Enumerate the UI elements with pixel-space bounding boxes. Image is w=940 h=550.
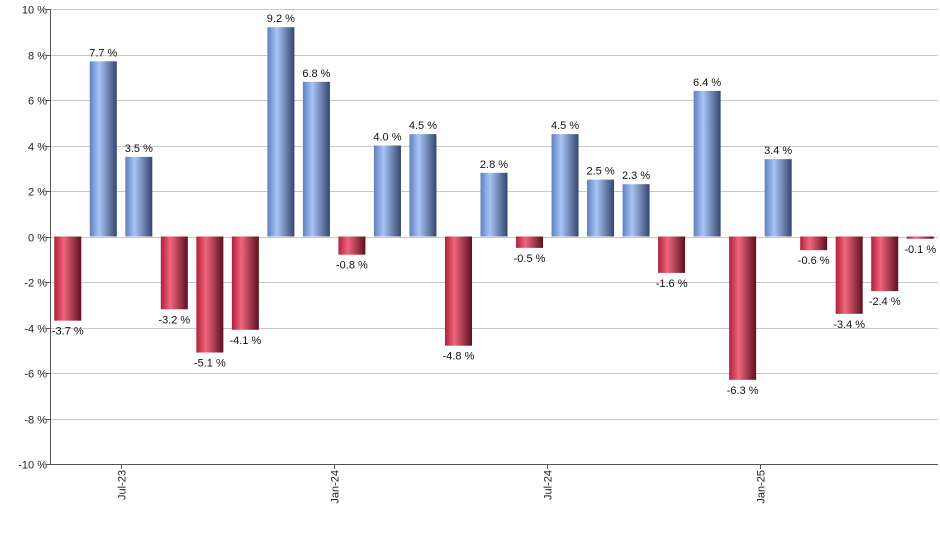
data-label: -4.8 % xyxy=(443,351,475,363)
bar xyxy=(871,236,899,292)
bar xyxy=(444,236,472,346)
data-label: 9.2 % xyxy=(267,13,295,25)
bar xyxy=(338,236,366,255)
data-label: -3.4 % xyxy=(833,319,865,331)
data-label: 6.8 % xyxy=(302,68,330,80)
bar xyxy=(622,184,650,237)
bar xyxy=(587,179,615,237)
data-label: 4.5 % xyxy=(551,120,579,132)
data-label: -3.7 % xyxy=(52,326,84,338)
bar xyxy=(906,236,934,239)
data-label: 7.7 % xyxy=(89,47,117,59)
y-axis-labels: 10 % 8 % 6 % 4 % 2 % 0 % -2 % -4 % -6 % -8 % -10 % xyxy=(18,5,47,472)
data-label: 2.3 % xyxy=(622,170,650,182)
data-label: 4.5 % xyxy=(409,120,437,132)
y-tick-label: -2 % xyxy=(24,278,47,290)
x-axis-labels: Jul-23 Jan-24 Jul-24 Jan-25 xyxy=(117,470,768,504)
y-tick-label: 4 % xyxy=(28,142,47,154)
bar xyxy=(693,90,721,237)
x-tick-label: Jan-25 xyxy=(756,470,768,504)
bar xyxy=(373,145,401,237)
x-tick-label: Jan-24 xyxy=(330,470,342,504)
axes xyxy=(46,9,938,469)
bar xyxy=(267,27,295,237)
bar xyxy=(835,236,863,314)
y-tick-label: -4 % xyxy=(24,324,47,336)
data-label: -5.1 % xyxy=(194,358,226,370)
data-label: 2.8 % xyxy=(480,159,508,171)
bar xyxy=(658,236,686,273)
bar xyxy=(800,236,828,251)
bar xyxy=(302,81,330,237)
bar xyxy=(551,134,579,237)
data-labels: -3.7 % 7.7 % 3.5 % -3.2 % -5.1 %-4.1 % 9.2 % 6… xyxy=(52,13,936,397)
data-label: -3.2 % xyxy=(158,314,190,326)
data-label: 3.5 % xyxy=(125,143,153,155)
bar xyxy=(125,156,153,237)
data-label: -1.6 % xyxy=(656,278,688,290)
data-label: -0.8 % xyxy=(336,260,368,272)
bar xyxy=(729,236,757,380)
y-tick-label: 6 % xyxy=(28,96,47,108)
data-label: 2.5 % xyxy=(586,166,614,178)
data-label: -6.3 % xyxy=(727,385,759,397)
data-label: 3.4 % xyxy=(764,145,792,157)
x-tick-label: Jul-23 xyxy=(117,470,129,500)
bars xyxy=(54,27,934,380)
y-tick-label: 0 % xyxy=(28,233,47,245)
bar xyxy=(480,172,508,237)
bar xyxy=(764,159,792,237)
y-tick-label: 8 % xyxy=(28,51,47,63)
data-label: -0.1 % xyxy=(904,244,936,256)
y-tick-label: -10 % xyxy=(18,460,47,472)
data-label: 6.4 % xyxy=(693,77,721,89)
data-label: -4.1 % xyxy=(229,335,261,347)
data-label: -2.4 % xyxy=(869,296,901,308)
bar xyxy=(89,61,117,237)
y-tick-label: 2 % xyxy=(28,187,47,199)
data-label: 4.0 % xyxy=(373,132,401,144)
data-label: -0.5 % xyxy=(514,253,546,265)
bar xyxy=(516,236,544,248)
bar xyxy=(160,236,188,310)
x-tick-label: Jul-24 xyxy=(543,470,555,500)
bar xyxy=(54,236,82,321)
y-tick-label: -6 % xyxy=(24,369,47,381)
y-tick-label: 10 % xyxy=(22,5,47,17)
data-label: -0.6 % xyxy=(798,255,830,267)
bar xyxy=(231,236,259,330)
bar xyxy=(409,134,437,237)
y-tick-label: -8 % xyxy=(24,415,47,427)
bar xyxy=(196,236,224,353)
